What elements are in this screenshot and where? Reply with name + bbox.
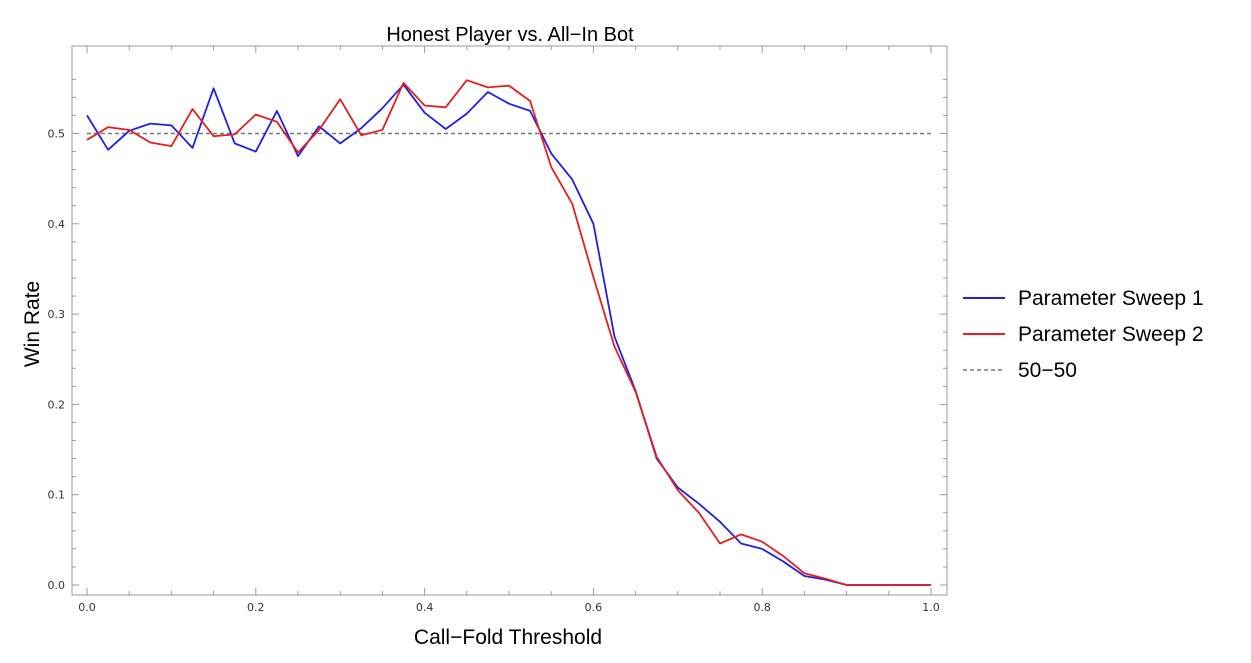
x-axis-title: Call−Fold Threshold (414, 626, 602, 649)
y-tick-label: 0.0 (48, 579, 66, 592)
x-tick-label: 0.0 (78, 601, 96, 614)
legend-label: Parameter Sweep 1 (1018, 287, 1204, 310)
y-tick-label: 0.3 (48, 308, 66, 321)
legend: Parameter Sweep 1 Parameter Sweep 2 50−50 (963, 287, 1204, 382)
y-axis-title: Win Rate (21, 281, 44, 367)
y-tick-label: 0.5 (48, 128, 66, 141)
series-line-2 (86, 79, 931, 586)
series-line-1 (86, 83, 931, 586)
y-tick-label: 0.4 (48, 218, 66, 231)
x-tick-label: 0.2 (247, 601, 265, 614)
x-tick-label: 0.8 (753, 601, 771, 614)
legend-label: 50−50 (1018, 359, 1077, 382)
y-tick-label: 0.1 (48, 489, 66, 502)
x-axis-ticks: 0.0 0.2 0.4 0.6 0.8 1.0 (78, 601, 940, 614)
y-tick-label: 0.2 (48, 398, 66, 411)
legend-label: Parameter Sweep 2 (1018, 323, 1204, 346)
x-tick-label: 0.4 (416, 601, 434, 614)
chart-title: Honest Player vs. All−In Bot (386, 24, 634, 46)
minor-ticks (72, 46, 947, 595)
x-tick-label: 1.0 (922, 601, 940, 614)
x-tick-label: 0.6 (585, 601, 603, 614)
y-axis-ticks: 0.0 0.1 0.2 0.3 0.4 0.5 (48, 128, 66, 593)
series-layer (86, 79, 931, 586)
plot-frame (71, 45, 948, 596)
